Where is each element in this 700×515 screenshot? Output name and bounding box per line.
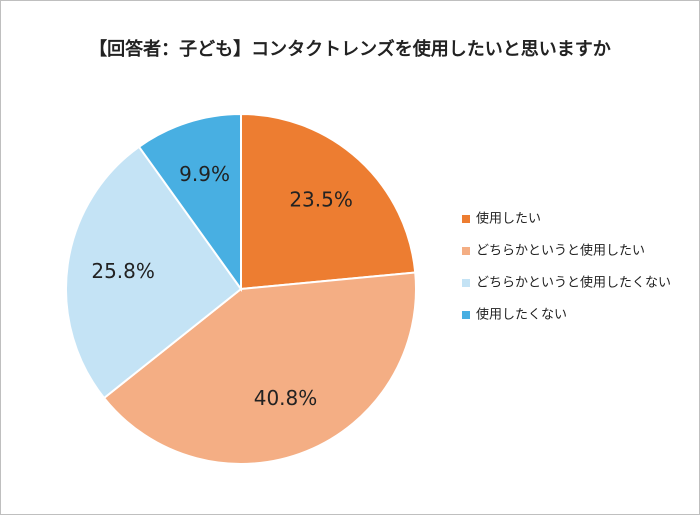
- data-label: 9.9%: [179, 162, 230, 186]
- chart-title: 【回答者：子ども】コンタクトレンズを使用したいと思いますか: [89, 38, 611, 60]
- data-label: 40.8%: [254, 386, 318, 410]
- pie-slice: [65, 145, 243, 400]
- legend-label: どちらかというと使用したい: [476, 243, 645, 259]
- legend-label: どちらかというと使用したくない: [476, 275, 671, 291]
- data-label: 25.8%: [91, 259, 155, 283]
- legend-swatch: [462, 247, 470, 255]
- legend-swatch: [462, 279, 470, 287]
- legend-swatch: [462, 215, 470, 223]
- pie-slice: [137, 112, 242, 293]
- legend-label: 使用したい: [476, 211, 541, 227]
- pie-slice: [240, 112, 417, 291]
- legend-swatch: [462, 311, 470, 319]
- legend-label: 使用したくない: [476, 307, 567, 323]
- data-label: 23.5%: [289, 187, 353, 211]
- pie-slice: [102, 271, 417, 465]
